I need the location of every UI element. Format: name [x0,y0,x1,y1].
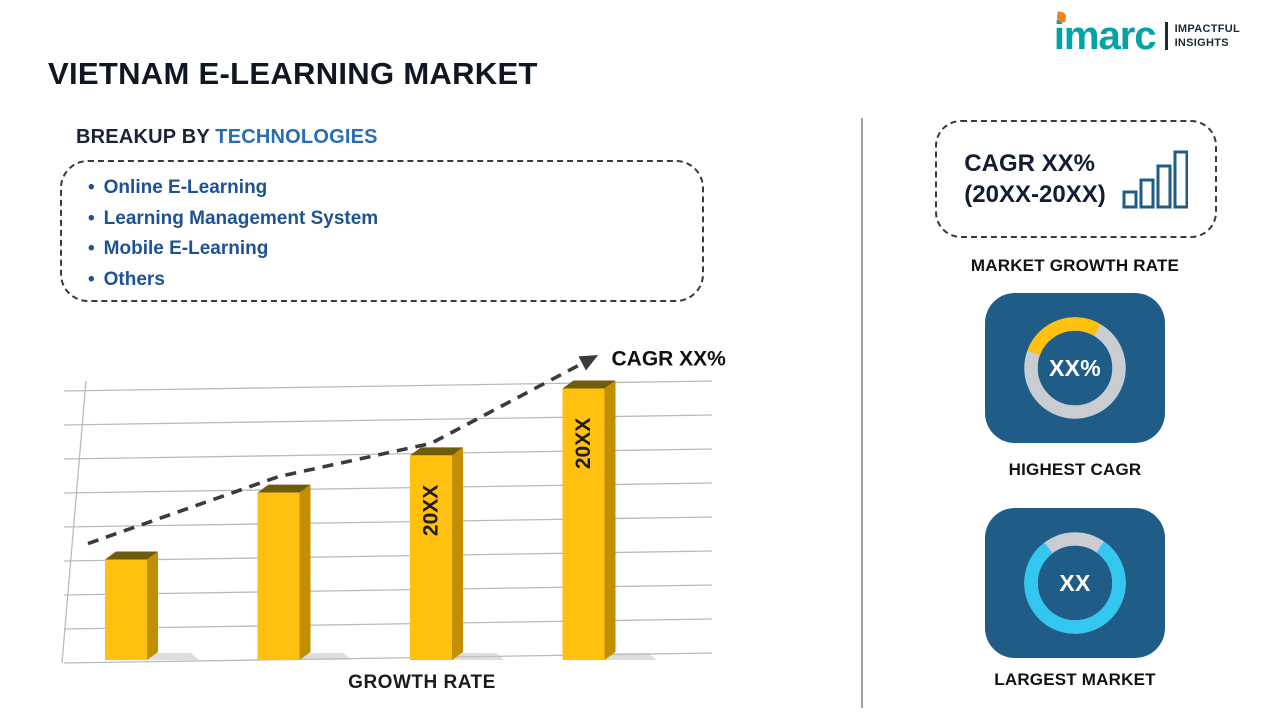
list-item-label: Online E-Learning [103,177,268,198]
page-title: VIETNAM E-LEARNING MARKET [48,56,538,91]
market-growth-rate-label: MARKET GROWTH RATE [970,256,1180,275]
largest-market-label: LARGEST MARKET [994,670,1156,689]
cagr-line1: CAGR XX% [964,149,1095,177]
list-item: • Others [88,265,702,296]
imarc-logo: imarc IMPACTFUL INSIGHTS [1053,11,1240,58]
highest-cagr-value: XX% [1048,354,1102,381]
logo-tagline: IMPACTFUL INSIGHTS [1164,21,1240,51]
market-growth-rate-card: CAGR XX% (20XX-20XX) [935,120,1217,238]
breakup-heading: BREAKUP BY TECHNOLOGIES [76,126,378,149]
highest-cagr-card: XX% [985,293,1165,443]
growth-bar-chart: 20XX 20XX CAGR XX% GROWTH RATE [61,347,727,693]
breakup-heading-highlight: TECHNOLOGIES [215,126,378,148]
breakup-box: • Online E-Learning • Learning Management … [60,160,704,302]
bullet-icon: • [88,207,95,229]
svg-text:CAGR XX%: CAGR XX% [612,347,727,370]
list-item-label: Mobile E-Learning [103,238,269,259]
breakup-heading-prefix: BREAKUP BY [76,126,210,148]
list-item: • Online E-Learning [88,173,702,204]
bullet-icon: • [88,238,95,259]
logo-flame-icon [1056,11,1067,23]
svg-text:GROWTH RATE: GROWTH RATE [348,672,496,693]
list-item-label: Others [103,268,165,290]
vertical-divider [861,118,863,708]
imarc-wordmark: imarc [1053,11,1157,58]
list-item: • Mobile E-Learning [88,234,702,265]
bar-chart-icon [1122,150,1188,209]
largest-market-value: XX [1059,569,1091,596]
highest-cagr-label: HIGHEST CAGR [1008,460,1142,479]
bullet-icon: • [88,268,95,290]
cagr-text: CAGR XX% (20XX-20XX) [964,148,1105,210]
largest-market-donut-chart [1024,532,1126,634]
logo-brand-text: imarc [1053,14,1157,58]
breakup-list: • Online E-Learning • Learning Management … [88,173,702,295]
logo-tagline-line2: INSIGHTS [1174,37,1229,49]
svg-text:20XX: 20XX [420,485,443,536]
highest-cagr-donut-chart [1024,317,1126,419]
list-item-label: Learning Management System [103,207,379,229]
largest-market-card: XX [985,508,1165,658]
logo-tagline-line1: IMPACTFUL [1174,22,1240,35]
svg-text:20XX: 20XX [572,418,595,469]
bullet-icon: • [88,177,95,198]
list-item: • Learning Management System [88,204,702,235]
cagr-line2: (20XX-20XX) [964,181,1106,208]
